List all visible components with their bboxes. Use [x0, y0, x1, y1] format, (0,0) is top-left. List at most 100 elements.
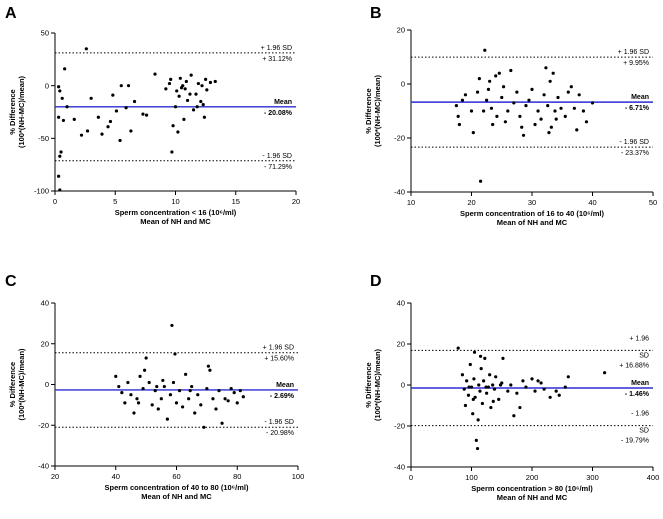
upper-value-label: + 9.95%: [623, 60, 649, 67]
data-point: [191, 108, 196, 112]
x-tick-label: 50: [649, 198, 657, 207]
data-point: [557, 393, 561, 397]
data-point: [482, 379, 486, 383]
data-point: [135, 397, 139, 401]
data-point: [159, 397, 163, 401]
data-point: [566, 90, 570, 94]
data-point: [96, 115, 100, 119]
x-axis-label: Sperm concentration of 40 to 80 (10⁶/ml): [105, 483, 249, 492]
upper-sd-label: + 1.96: [629, 335, 649, 342]
x-tick-label: 0: [409, 473, 413, 482]
data-point: [182, 117, 186, 121]
data-point: [188, 389, 192, 393]
data-point: [58, 188, 62, 192]
upper-sd-label: + 1.96 SD: [618, 49, 649, 56]
data-point: [229, 386, 233, 391]
data-point: [471, 131, 475, 135]
data-point: [501, 356, 505, 360]
x-tick-label: 200: [526, 473, 539, 482]
data-point: [65, 105, 69, 109]
x-axis-sublabel: Mean of NH and MC: [141, 492, 212, 501]
data-point: [495, 114, 499, 118]
data-point: [548, 79, 552, 83]
data-point: [581, 109, 586, 113]
data-point: [467, 385, 471, 389]
data-point: [153, 389, 157, 393]
data-point: [193, 411, 197, 415]
data-point: [491, 383, 495, 387]
x-tick-label: 300: [586, 473, 599, 482]
panel-letter: B: [370, 5, 382, 22]
data-point: [548, 395, 552, 399]
data-point: [114, 109, 119, 113]
data-point: [180, 405, 185, 409]
upper-sd-label: + 1.96 SD: [261, 45, 292, 52]
data-point: [173, 352, 177, 356]
x-tick-label: 10: [171, 197, 179, 206]
data-point: [501, 85, 506, 89]
data-point: [539, 381, 543, 385]
data-point: [527, 98, 531, 102]
data-point: [515, 90, 519, 94]
data-point: [498, 383, 503, 387]
data-point: [483, 48, 487, 52]
data-point: [475, 90, 480, 94]
data-point: [488, 373, 492, 377]
lower-sd-label: - 1.96: [631, 411, 649, 418]
data-point: [542, 387, 546, 391]
data-point: [111, 93, 115, 97]
y-tick-label: 50: [41, 29, 49, 38]
data-point: [465, 379, 469, 383]
lower-sd-label: - 1.96 SD: [264, 419, 294, 426]
data-point: [57, 85, 61, 89]
y-axis-label: % Difference: [364, 88, 373, 133]
y-tick-label: -40: [394, 463, 405, 472]
lower-value-label: - 71.29%: [264, 164, 292, 171]
data-point: [462, 387, 466, 391]
data-point: [59, 150, 63, 154]
data-point: [554, 117, 558, 121]
data-point: [530, 377, 534, 381]
y-tick-label: -50: [38, 134, 49, 143]
data-point: [57, 115, 61, 119]
data-point: [536, 109, 540, 113]
data-point: [603, 371, 607, 375]
mean-value-label: - 20.08%: [264, 110, 293, 117]
data-point: [479, 367, 483, 371]
data-point: [204, 77, 208, 81]
mean-value-label: - 6.71%: [625, 105, 650, 112]
data-point: [476, 418, 480, 422]
data-point: [132, 99, 137, 104]
data-point: [199, 403, 203, 407]
data-point: [478, 354, 483, 358]
data-point: [563, 114, 567, 118]
data-point: [584, 120, 589, 124]
data-point: [544, 66, 548, 70]
data-point: [205, 386, 209, 391]
data-point: [494, 375, 498, 379]
data-point: [482, 109, 486, 113]
x-tick-label: 100: [465, 473, 478, 482]
x-tick-label: 0: [53, 197, 57, 206]
data-point: [547, 131, 551, 135]
data-point: [175, 89, 179, 93]
y-axis-sublabel: (100*(NH-MC)/mean): [17, 75, 26, 148]
lower-value-label: - 19.79%: [621, 438, 649, 445]
x-axis-label: Sperm concentration of 16 to 40 (10⁶/ml): [460, 209, 604, 218]
data-point: [454, 104, 458, 108]
upper-sd-label: + 1.96 SD: [263, 345, 294, 352]
data-point: [475, 446, 480, 451]
data-point: [469, 385, 474, 389]
data-point: [468, 362, 472, 367]
data-point: [194, 92, 198, 96]
data-point: [232, 391, 236, 395]
data-point: [202, 425, 206, 429]
data-point: [238, 389, 242, 393]
data-point: [170, 323, 174, 328]
data-point: [506, 109, 510, 113]
data-point: [123, 401, 127, 405]
data-point: [478, 389, 482, 393]
data-point: [161, 378, 165, 383]
lower-sd-label: - 1.96 SD: [262, 153, 292, 160]
